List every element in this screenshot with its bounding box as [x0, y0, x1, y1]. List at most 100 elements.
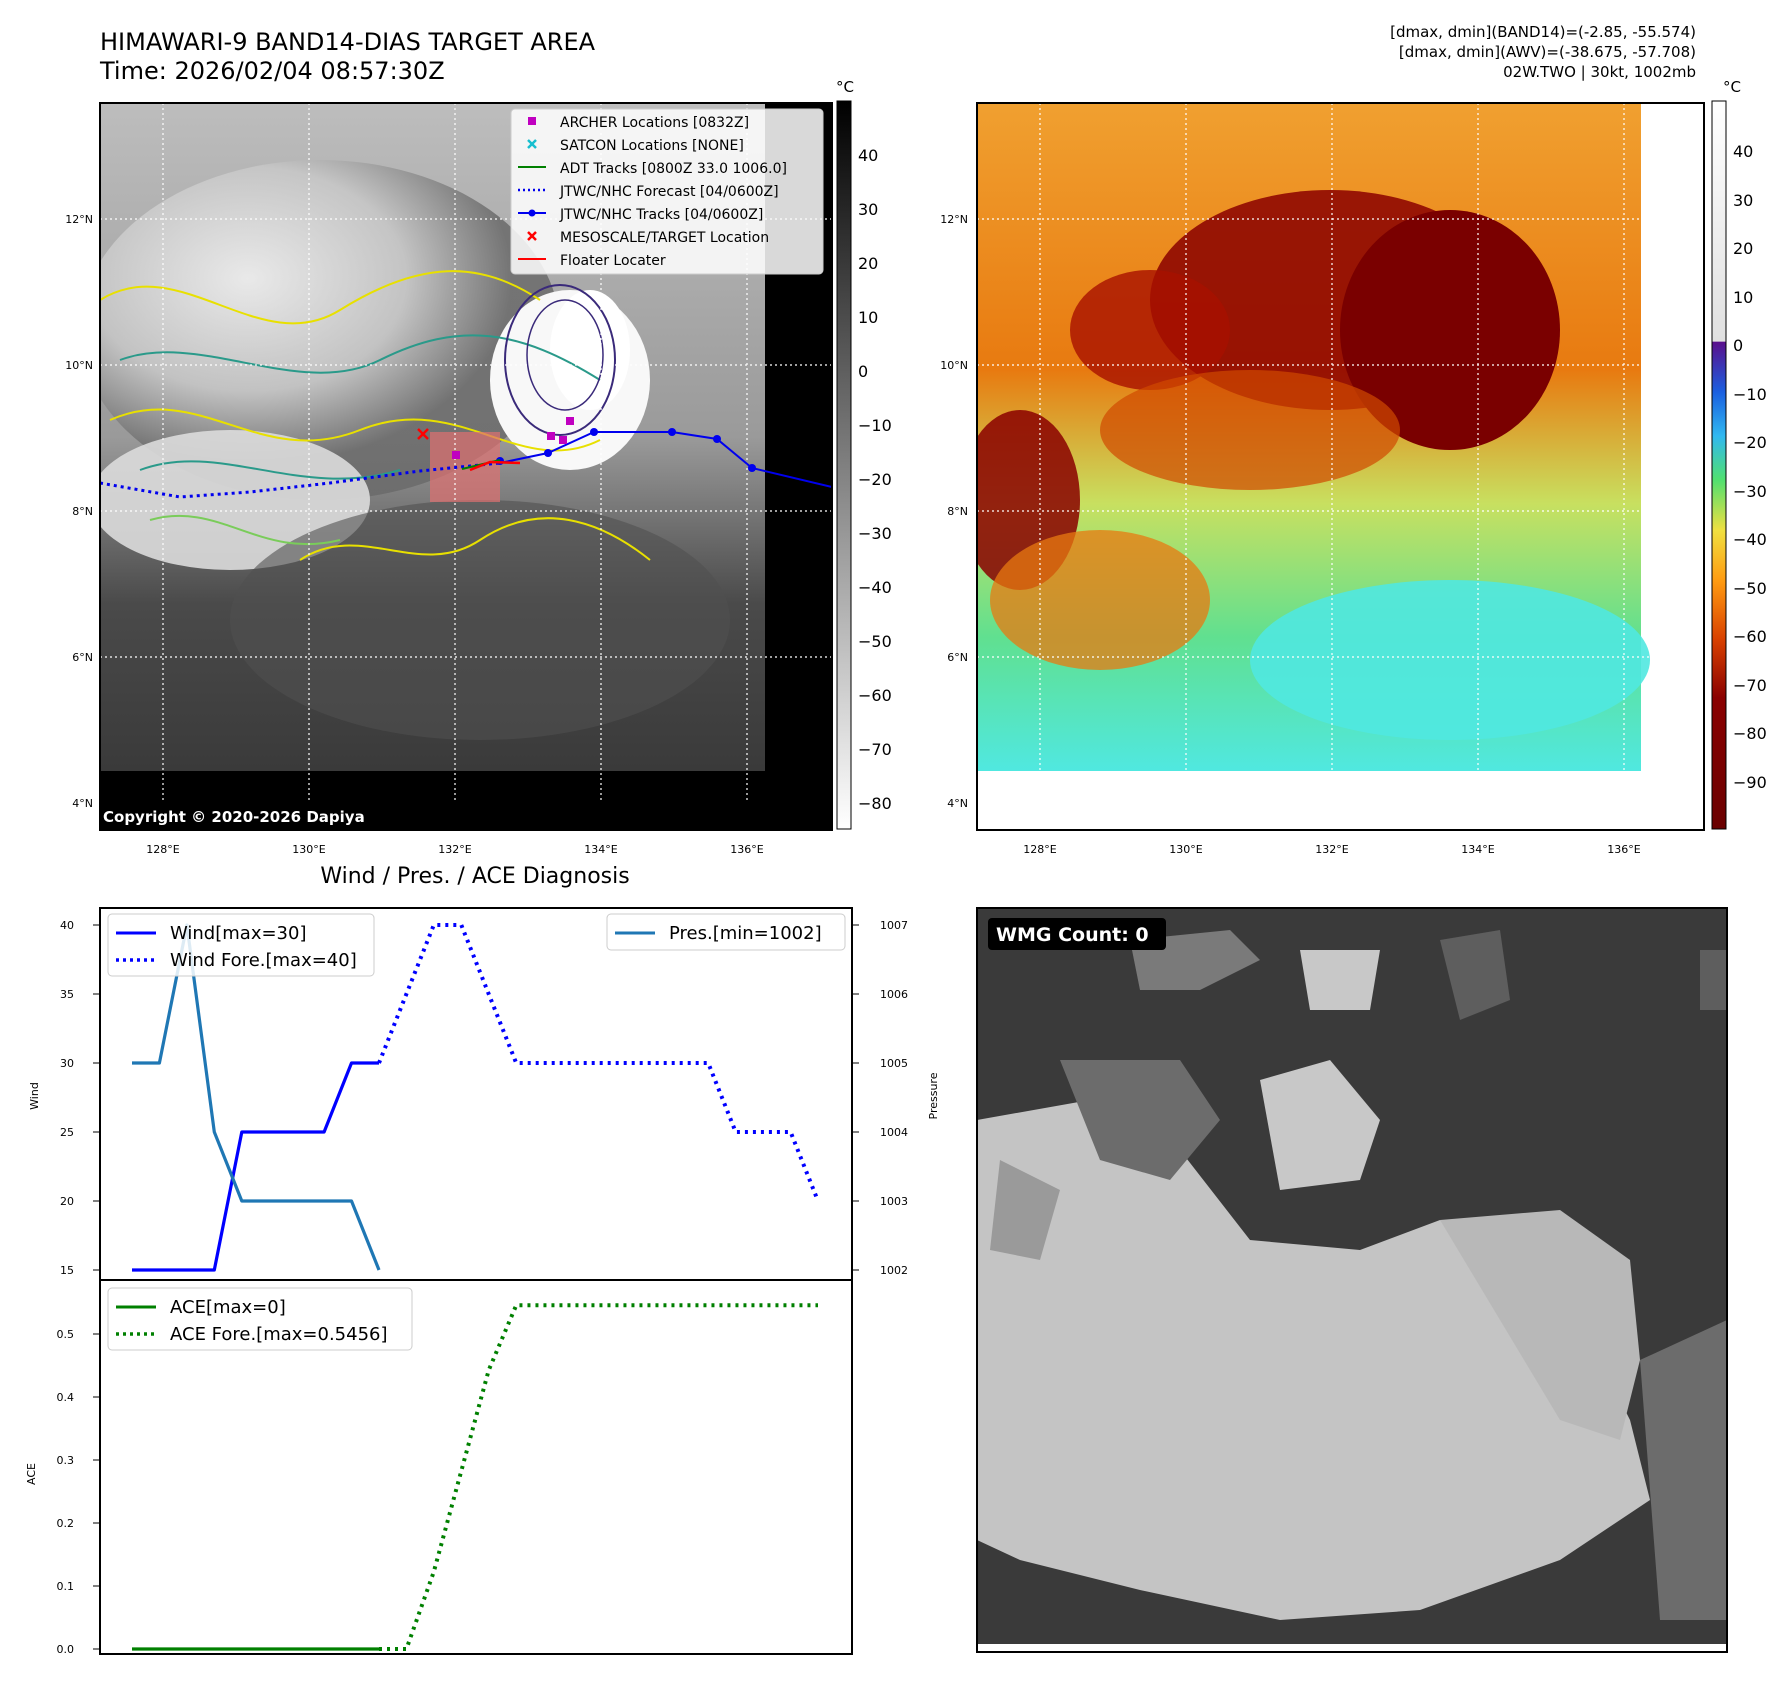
cbar-tick: −70 — [858, 740, 892, 759]
legend-archer-icon — [528, 117, 536, 125]
wind-tick: 35 — [60, 988, 74, 1001]
target-area-box — [430, 432, 500, 502]
cbar-tick: 20 — [1733, 239, 1753, 258]
pressure-tick: 1004 — [880, 1126, 908, 1139]
lon-tick: 136°E — [730, 843, 763, 856]
pressure-tick: 1002 — [880, 1264, 908, 1277]
lon-tick: 130°E — [292, 843, 325, 856]
awv-map-frame — [976, 102, 1705, 831]
diagnosis-title: Wind / Pres. / ACE Diagnosis — [320, 864, 629, 889]
cbar-tick: −40 — [858, 578, 892, 597]
legend-label: JTWC/NHC Forecast [04/0600Z] — [559, 184, 779, 200]
wind-tick: 25 — [60, 1126, 74, 1139]
legend-label: JTWC/NHC Tracks [04/0600Z] — [559, 207, 763, 223]
cbar-tick: −10 — [1733, 385, 1767, 404]
info-awv: [dmax, dmin](AWV)=(-38.675, -57.708) — [1398, 43, 1696, 61]
lon-tick: 130°E — [1169, 843, 1202, 856]
ir-colorbar-ticks: 40 30 20 10 0 −10 −20 −30 −40 −50 −60 −7… — [858, 146, 892, 813]
legend-wind-forecast: Wind Fore.[max=40] — [170, 950, 357, 971]
lat-tick: 10°N — [65, 359, 93, 372]
info-band14: [dmax, dmin](BAND14)=(-2.85, -55.574) — [1390, 23, 1696, 41]
lat-tick: 8°N — [947, 505, 968, 518]
lon-tick: 128°E — [1023, 843, 1056, 856]
cbar-tick: 30 — [1733, 191, 1753, 210]
cbar-tick: −90 — [1733, 773, 1767, 792]
cbar-tick: −30 — [1733, 482, 1767, 501]
pressure-axis-label: Pressure — [927, 1072, 940, 1119]
ir-map-frame — [99, 102, 833, 831]
pressure-legend: Pres.[min=1002] — [606, 913, 846, 951]
lat-tick: 12°N — [65, 213, 93, 226]
colorbar-unit: °C — [836, 78, 854, 96]
legend-jtwc-icon — [518, 209, 546, 217]
jtwc-track-points — [496, 428, 756, 472]
awv-lon-ticks: 128°E 130°E 132°E 134°E 136°E — [1023, 843, 1640, 856]
awv-gridlines — [977, 103, 1704, 830]
info-storm: 02W.TWO | 30kt, 1002mb — [1503, 63, 1696, 81]
wind-tick: 40 — [60, 919, 74, 932]
pressure-tick: 1003 — [880, 1195, 908, 1208]
lon-tick: 132°E — [438, 843, 471, 856]
figure-title: HIMAWARI-9 BAND14-DIAS TARGET AREA — [100, 28, 596, 56]
ir-legend: ARCHER Locations [0832Z] SATCON Location… — [510, 108, 824, 275]
legend-pressure: Pres.[min=1002] — [669, 923, 822, 944]
ace-axis-label: ACE — [25, 1463, 38, 1485]
awv-map — [977, 103, 1704, 830]
ace-legend: ACE[max=0] ACE Fore.[max=0.5456] — [107, 1287, 413, 1351]
ace-tick: 0.3 — [57, 1454, 75, 1467]
legend-ace-forecast: ACE Fore.[max=0.5456] — [170, 1324, 388, 1345]
series-line-ace-fore-max-0-5456- — [379, 1303, 818, 1651]
cbar-tick: −80 — [1733, 724, 1767, 743]
cbar-tick: 0 — [1733, 336, 1743, 355]
cbar-tick: −20 — [1733, 433, 1767, 452]
wmg-count-label: WMG Count: 0 — [996, 924, 1149, 946]
pressure-tick: 1007 — [880, 919, 908, 932]
archer-locations — [452, 417, 574, 459]
awv-colorbar: °C 40 30 20 10 0 −10 −20 −30 −40 −50 −60… — [1711, 78, 1767, 830]
legend-mesoscale-icon — [527, 231, 537, 241]
wmg-panel — [977, 908, 1727, 1652]
wind-axis-label: Wind — [28, 1082, 41, 1110]
lon-tick: 136°E — [1607, 843, 1640, 856]
ir-map — [100, 103, 832, 830]
wind-tick: 15 — [60, 1264, 74, 1277]
legend-label: SATCON Locations [NONE] — [560, 138, 744, 154]
cbar-tick: −10 — [858, 416, 892, 435]
legend-ace: ACE[max=0] — [170, 1297, 286, 1318]
lon-tick: 132°E — [1315, 843, 1348, 856]
wind-ticks: 40 35 30 25 20 15 — [60, 919, 74, 1277]
cbar-tick: 40 — [858, 146, 878, 165]
lat-tick: 6°N — [72, 651, 93, 664]
cbar-tick: 10 — [858, 308, 878, 327]
series-line-wind-max-30- — [132, 1061, 379, 1272]
pressure-ticks: 1007 1006 1005 1004 1003 1002 — [880, 919, 908, 1277]
wmg-count-badge: WMG Count: 0 — [988, 918, 1166, 950]
cbar-tick: −60 — [858, 686, 892, 705]
cbar-tick: 30 — [858, 200, 878, 219]
cbar-tick: −20 — [858, 470, 892, 489]
wind-legend: Wind[max=30] Wind Fore.[max=40] — [107, 913, 375, 977]
wind-tick: 20 — [60, 1195, 74, 1208]
cbar-tick: −50 — [858, 632, 892, 651]
cbar-tick: −70 — [1733, 676, 1767, 695]
cbar-tick: −60 — [1733, 627, 1767, 646]
ace-tick: 0.1 — [57, 1580, 75, 1593]
lat-tick: 8°N — [72, 505, 93, 518]
mesoscale-target-marker — [417, 428, 429, 440]
legend-label: Floater Locater — [560, 253, 666, 269]
cbar-tick: 0 — [858, 362, 868, 381]
wmg-frame — [976, 907, 1728, 1653]
legend-label: ARCHER Locations [0832Z] — [560, 115, 749, 131]
pressure-tick: 1006 — [880, 988, 908, 1001]
cbar-tick: −40 — [1733, 530, 1767, 549]
legend-wind: Wind[max=30] — [170, 923, 307, 944]
cbar-tick: 10 — [1733, 288, 1753, 307]
ace-tick: 0.0 — [57, 1643, 75, 1656]
pressure-tick: 1005 — [880, 1057, 908, 1070]
ir-colorbar: °C 40 30 20 10 0 −10 −20 −30 −40 −50 −60… — [836, 78, 892, 830]
cbar-tick: 40 — [1733, 142, 1753, 161]
cbar-tick: −50 — [1733, 579, 1767, 598]
legend-label: ADT Tracks [0800Z 33.0 1006.0] — [560, 161, 787, 177]
diagnosis-marks — [132, 923, 820, 1651]
lat-tick: 4°N — [72, 797, 93, 810]
